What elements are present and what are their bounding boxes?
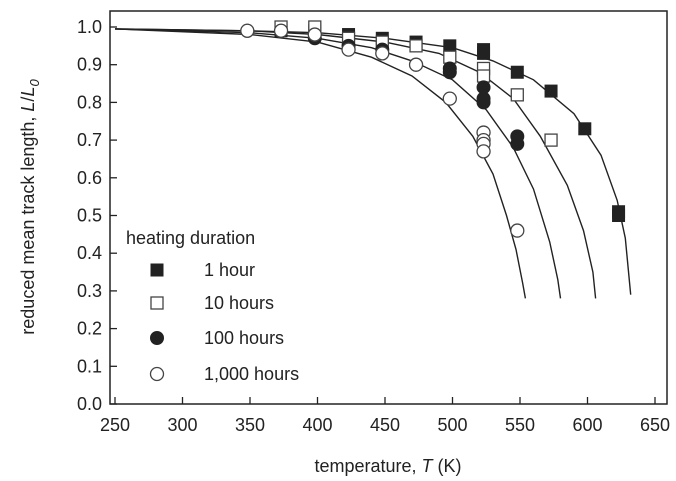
y-axis-label: reduced mean track length, L/L0 <box>18 79 42 335</box>
legend-title: heating duration <box>126 228 255 248</box>
y-tick-label: 0.4 <box>77 243 102 263</box>
y-tick-label: 1.0 <box>77 17 102 37</box>
x-tick-label: 450 <box>370 415 400 435</box>
point-1-000-hours <box>307 27 322 42</box>
x-tick-label: 300 <box>167 415 197 435</box>
point-10-hours <box>476 69 491 83</box>
legend-label-10-hours: 10 hours <box>204 293 274 313</box>
y-tick-label: 0.8 <box>77 92 102 112</box>
x-tick-label: 550 <box>505 415 535 435</box>
point-100-hours <box>442 65 457 80</box>
y-tick-label: 0.1 <box>77 356 102 376</box>
fit-curve-1-000-hours <box>114 28 527 299</box>
legend-label-1-hour: 1 hour <box>204 260 255 280</box>
fit-curves <box>114 28 632 299</box>
x-axis-label: temperature, T (K) <box>314 456 461 476</box>
x-tick-label: 350 <box>235 415 265 435</box>
point-1-000-hours <box>442 91 457 106</box>
fit-curve-100-hours <box>114 28 562 299</box>
point-1-hour <box>510 65 524 79</box>
point-1-000-hours <box>375 46 390 61</box>
point-1-000-hours <box>273 23 289 38</box>
point-1-hour <box>477 46 491 60</box>
plot-frame <box>109 10 668 405</box>
legend-label-1-000-hours: 1,000 hours <box>204 364 299 384</box>
legend-marker-100-hours <box>150 331 164 345</box>
point-1-hour <box>612 209 626 222</box>
point-10-hours <box>544 133 558 147</box>
point-10-hours <box>409 39 423 53</box>
data-points <box>240 20 626 238</box>
legend-marker-10-hours <box>150 296 164 310</box>
x-axis: 250 300 350 400 450 500 550 600 650 <box>100 397 670 435</box>
point-10-hours <box>443 50 457 64</box>
x-tick-label: 400 <box>302 415 332 435</box>
x-tick-label: 600 <box>572 415 602 435</box>
point-1-000-hours <box>240 23 255 38</box>
legend-label-100-hours: 100 hours <box>204 328 284 348</box>
point-1-000-hours <box>408 57 424 72</box>
y-tick-label: 0.2 <box>77 319 102 339</box>
legend-marker-1-000-hours <box>149 366 165 382</box>
x-tick-label: 650 <box>640 415 670 435</box>
x-tick-label: 500 <box>437 415 467 435</box>
y-tick-label: 0.0 <box>77 394 102 414</box>
y-tick-label: 0.6 <box>77 168 102 188</box>
y-tick-label: 0.5 <box>77 206 102 226</box>
y-axis: 0.0 0.1 0.2 0.3 0.4 0.5 0.6 0.7 0.8 0.9 1.0 <box>77 17 117 414</box>
point-1-000-hours <box>510 223 525 238</box>
fit-curve-10-hours <box>114 28 597 299</box>
point-10-hours <box>510 88 524 102</box>
y-tick-label: 0.9 <box>77 55 102 75</box>
point-100-hours <box>510 136 525 151</box>
point-1-hour <box>544 84 558 98</box>
point-1-000-hours <box>341 42 356 57</box>
point-100-hours <box>476 95 491 110</box>
y-tick-label: 0.7 <box>77 130 102 150</box>
point-1-000-hours <box>476 144 491 159</box>
legend: heating duration 1 hour 10 hours 100 hours… <box>126 228 299 384</box>
x-tick-label: 250 <box>100 415 130 435</box>
y-tick-label: 0.3 <box>77 281 102 301</box>
point-1-hour <box>443 39 457 53</box>
legend-marker-1-hour <box>150 263 164 277</box>
point-1-hour <box>578 122 592 136</box>
fit-curve-1-hour <box>114 28 632 295</box>
